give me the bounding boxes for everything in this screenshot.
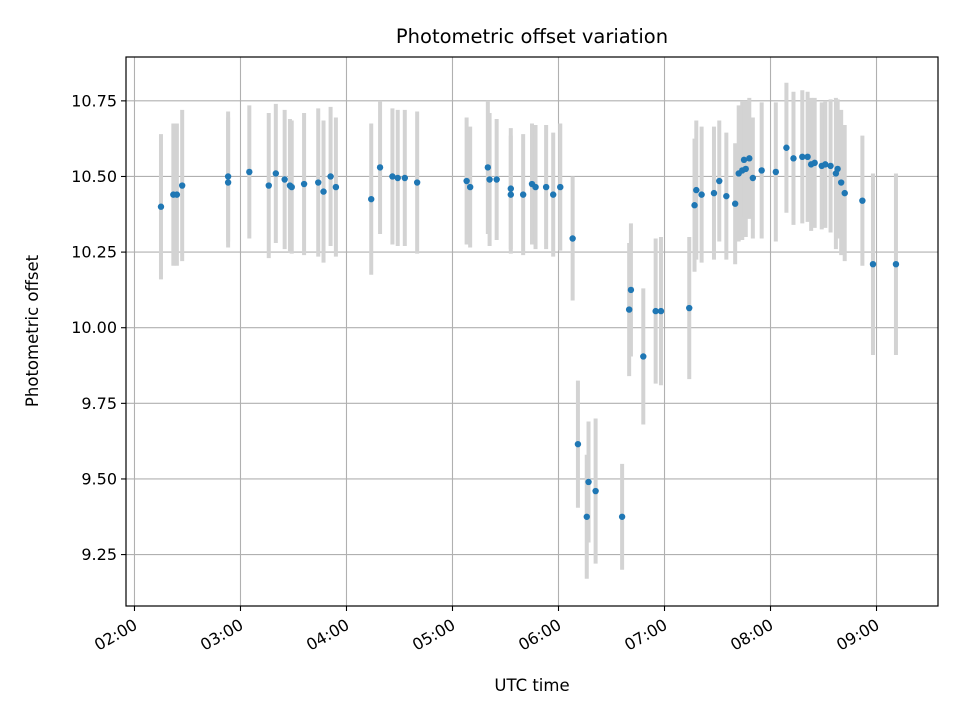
y-tick-label: 10.00 — [71, 318, 117, 337]
data-point — [463, 177, 470, 185]
y-tick-label: 9.25 — [81, 545, 117, 564]
data-point — [569, 235, 576, 242]
data-point — [368, 195, 375, 203]
plot-frame — [125, 56, 939, 607]
data-point — [486, 176, 493, 183]
data-point — [394, 174, 401, 182]
data-point — [627, 286, 635, 294]
data-points — [157, 144, 900, 520]
data-point — [173, 191, 181, 198]
data-point — [493, 176, 500, 183]
data-point — [652, 307, 659, 315]
y-tick-label: 10.75 — [71, 91, 117, 110]
data-point — [657, 307, 665, 315]
x-axis-label: UTC time — [494, 676, 569, 695]
data-point — [740, 156, 748, 164]
data-point — [157, 203, 165, 210]
data-point — [389, 173, 396, 180]
data-point — [574, 440, 582, 448]
data-point — [265, 182, 272, 189]
data-point — [592, 487, 599, 495]
data-point — [542, 183, 550, 191]
data-point — [484, 164, 492, 171]
data-point — [224, 173, 232, 180]
data-point — [804, 153, 811, 161]
data-point — [281, 176, 288, 183]
data-point — [710, 189, 718, 197]
data-point — [246, 168, 253, 176]
data-point — [746, 155, 753, 162]
data-point — [224, 179, 232, 186]
data-point — [300, 180, 308, 188]
data-point — [834, 165, 841, 173]
data-point — [822, 161, 829, 168]
data-point — [827, 162, 834, 170]
data-point — [691, 202, 698, 209]
chart-title: Photometric offset variation — [396, 25, 668, 48]
data-point — [841, 189, 848, 197]
data-point — [698, 191, 705, 198]
data-point — [618, 513, 626, 520]
data-point — [790, 155, 797, 162]
data-point — [376, 164, 384, 171]
data-point — [640, 353, 647, 360]
y-tick-label: 9.50 — [81, 469, 117, 488]
data-point — [859, 197, 866, 204]
data-point — [320, 188, 327, 195]
y-axis-label: Photometric offset — [23, 254, 42, 407]
data-point — [519, 191, 527, 198]
data-point — [401, 174, 408, 182]
data-point — [583, 513, 590, 520]
data-point — [178, 182, 186, 189]
y-tick-label: 10.50 — [71, 167, 117, 186]
data-point — [783, 144, 790, 151]
data-point — [892, 260, 900, 268]
data-point — [758, 167, 765, 174]
data-point — [288, 183, 295, 191]
data-point — [799, 153, 806, 161]
data-point — [716, 177, 723, 185]
data-point — [272, 170, 280, 177]
data-point — [869, 260, 877, 268]
data-point — [723, 192, 730, 200]
data-point — [693, 186, 700, 194]
data-point — [507, 191, 514, 198]
data-point — [686, 304, 693, 312]
data-point — [532, 183, 539, 191]
data-point — [413, 179, 421, 186]
y-tick-label: 10.25 — [71, 243, 117, 262]
data-point — [327, 173, 334, 180]
data-point — [466, 183, 474, 191]
data-point — [811, 159, 818, 167]
data-point — [772, 168, 780, 176]
data-point — [742, 165, 749, 173]
data-point — [550, 191, 557, 198]
data-point — [332, 183, 340, 191]
data-point — [837, 179, 845, 186]
y-axis-ticks: 9.25 9.50 9.75 10.00 10.25 10.50 10.75 — [71, 91, 126, 564]
data-point — [731, 200, 739, 207]
data-point — [749, 174, 757, 182]
data-point — [315, 179, 322, 186]
data-point — [585, 478, 592, 486]
y-tick-label: 9.75 — [81, 394, 117, 413]
data-point — [557, 183, 564, 191]
data-point — [507, 185, 514, 192]
data-point — [625, 306, 633, 313]
